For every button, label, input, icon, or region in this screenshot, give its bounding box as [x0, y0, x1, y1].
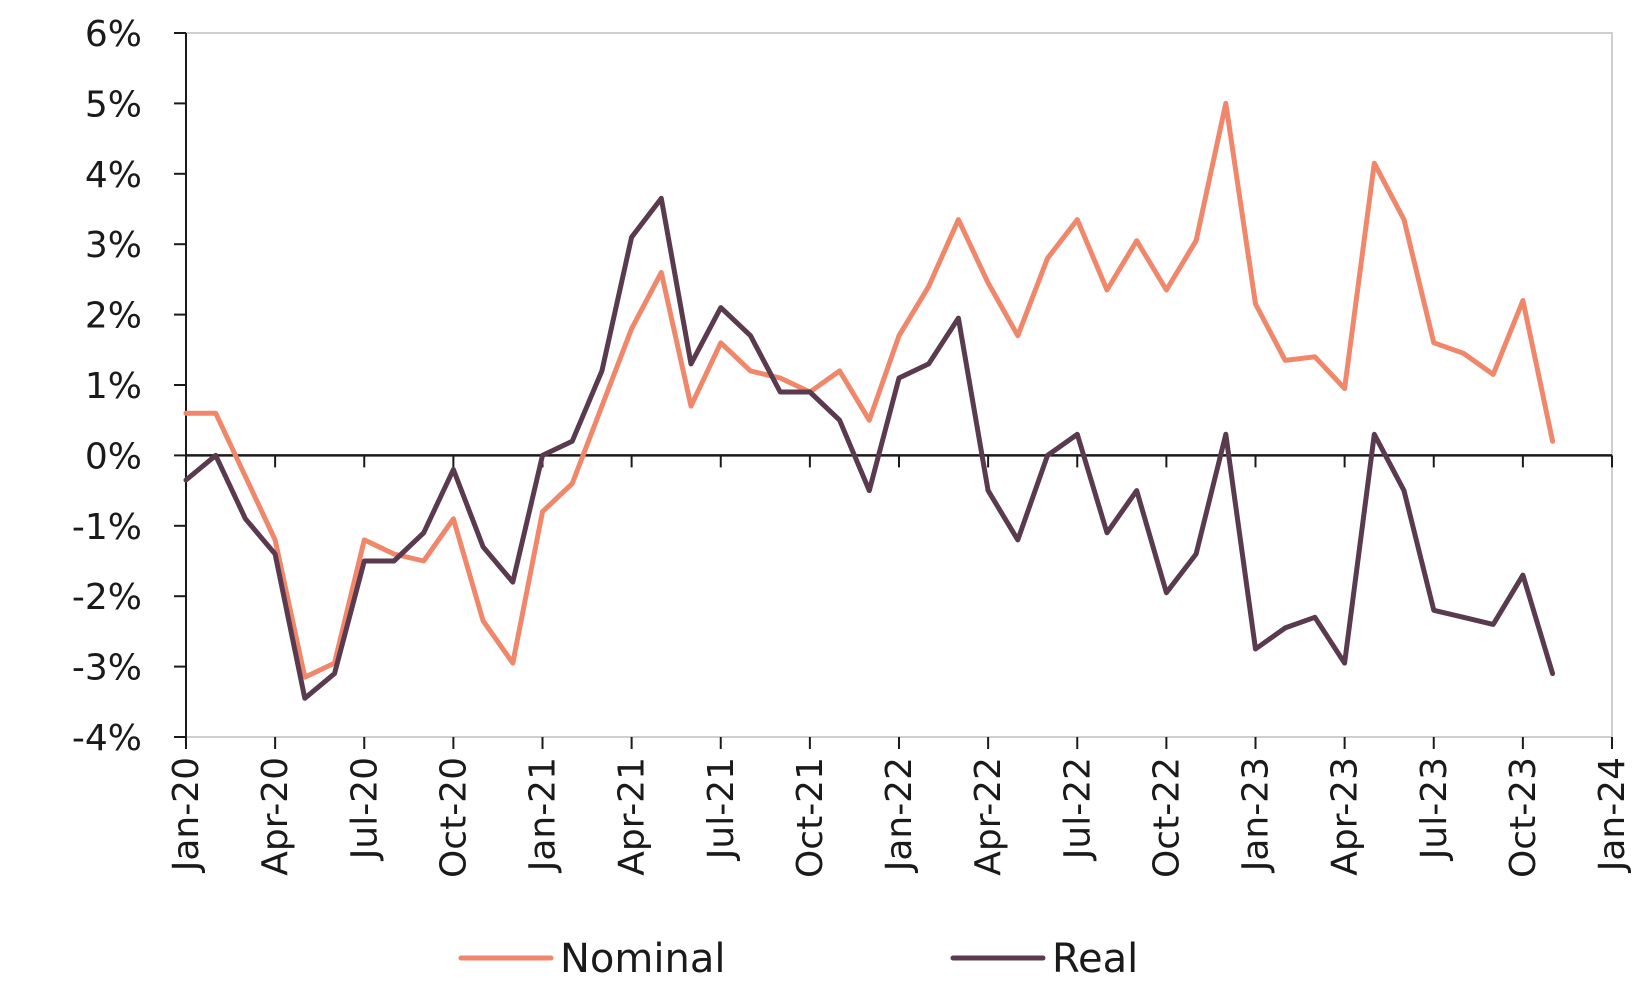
y-tick-label: -1% [72, 507, 142, 548]
y-tick-label: 1% [85, 366, 142, 407]
x-tick-label: Jul-22 [1057, 757, 1098, 861]
x-tick-label: Apr-20 [255, 757, 296, 876]
x-tick-label: Jan-23 [1236, 757, 1277, 873]
y-tick-label: -3% [72, 648, 142, 689]
x-tick-label: Oct-21 [790, 757, 831, 878]
y-tick-label: 0% [85, 436, 142, 477]
x-tick-label: Jan-24 [1592, 757, 1633, 873]
x-tick-label: Apr-21 [612, 757, 653, 876]
legend-label: Nominal [560, 936, 725, 982]
x-tick-label: Jul-21 [701, 757, 742, 861]
x-tick-label: Jul-20 [344, 757, 385, 861]
legend-label: Real [1052, 936, 1138, 982]
y-tick-label: -2% [72, 577, 142, 618]
y-tick-label: 2% [85, 296, 142, 337]
legend-item-real: Real [950, 936, 1138, 982]
x-tick-label: Jan-22 [879, 757, 920, 873]
x-tick-label: Oct-22 [1146, 757, 1187, 878]
y-tick-label: 6% [85, 14, 142, 55]
y-axis: 6% 5% 4% 3% 2% 1% 0% -1% -2% -3% -4% [72, 14, 187, 759]
series-line-nominal [183, 100, 1556, 680]
x-tick-label: Jan-20 [166, 757, 207, 873]
y-tick-label: -4% [72, 718, 142, 759]
y-tick-label: 4% [85, 155, 142, 196]
legend-item-nominal: Nominal [458, 936, 725, 982]
x-tick-label: Oct-23 [1503, 757, 1544, 878]
series-line-real [183, 195, 1556, 701]
x-tick-label: Apr-22 [968, 757, 1009, 876]
legend: Nominal Real [458, 936, 1138, 982]
x-tick-label: Oct-20 [433, 757, 474, 878]
x-axis: Jan-20 Apr-20 Jul-20 Oct-20 Jan-21 Apr-21 Jul-… [166, 454, 1633, 878]
x-tick-label: Jul-23 [1414, 757, 1455, 861]
y-tick-label: 5% [85, 84, 142, 125]
x-tick-label: Apr-23 [1325, 757, 1366, 876]
x-tick-label: Jan-21 [523, 757, 564, 873]
series-lines [183, 100, 1556, 701]
y-tick-label: 3% [85, 225, 142, 266]
